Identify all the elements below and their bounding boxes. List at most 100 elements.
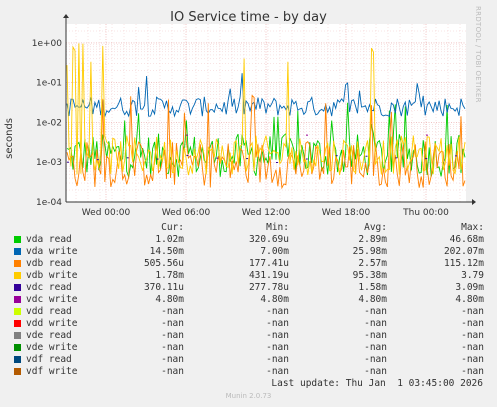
legend-series-name: vdd read <box>26 306 72 317</box>
legend-header-min: Min: <box>266 222 289 233</box>
legend-header-avg: Avg: <box>364 222 387 233</box>
legend-min: 431.19u <box>248 270 289 281</box>
last-update-text: Last update: Thu Jan 1 03:45:00 2026 <box>271 378 483 389</box>
legend-swatch <box>14 308 21 315</box>
legend-cur: -nan <box>161 306 184 317</box>
legend-swatch <box>14 260 21 267</box>
x-axis-arrow <box>472 199 476 205</box>
chart-plot: 1e-04 1e-03 1e-02 1e-01 1e+00 Wed 00:00 Wed 06… <box>32 14 476 218</box>
y-tick-label: 1e-01 <box>36 79 62 89</box>
legend-series-name: vdc write <box>26 294 78 305</box>
legend-cur: -nan <box>161 366 184 377</box>
rrdtool-credit: RRDTOOL / TOBI OETIKER <box>474 6 482 103</box>
legend-avg: -nan <box>364 318 387 329</box>
legend-row: vdb read 505.56u 177.41u 2.57m 115.12m <box>0 258 497 270</box>
legend-row: vdf read -nan -nan -nan -nan <box>0 354 497 366</box>
legend-max: 202.07m <box>443 246 484 257</box>
legend-min: 4.80m <box>260 294 289 305</box>
legend-swatch <box>14 344 21 351</box>
legend-series-name: vda read <box>26 234 72 245</box>
legend-avg: -nan <box>364 306 387 317</box>
y-tick-label: 1e-02 <box>36 118 62 128</box>
y-tick-label: 1e+00 <box>32 39 63 49</box>
legend-cur: 370.11u <box>143 282 184 293</box>
legend-min: 277.78u <box>248 282 289 293</box>
legend-min: -nan <box>266 330 289 341</box>
legend-cur: -nan <box>161 342 184 353</box>
legend-header: Cur: Min: Avg: Max: <box>0 222 497 234</box>
legend-swatch <box>14 368 21 375</box>
legend-min: 177.41u <box>248 258 289 269</box>
legend-cur: 14.50m <box>149 246 184 257</box>
legend-series-name: vdb write <box>26 270 78 281</box>
series-line-vdb-write <box>66 43 466 176</box>
legend-row: vdb write 1.78m 431.19u 95.38m 3.79 <box>0 270 497 282</box>
legend-swatch <box>14 356 21 363</box>
legend-avg: 2.57m <box>358 258 387 269</box>
legend-series-name: vdf write <box>26 366 78 377</box>
legend-avg: -nan <box>364 354 387 365</box>
legend-series-name: vdc read <box>26 282 72 293</box>
legend-avg: -nan <box>364 366 387 377</box>
x-tick-label: Wed 12:00 <box>242 208 291 218</box>
legend-swatch <box>14 296 21 303</box>
legend-header-max: Max: <box>461 222 484 233</box>
legend-avg: 2.89m <box>358 234 387 245</box>
legend-avg: 1.58m <box>358 282 387 293</box>
legend-swatch <box>14 332 21 339</box>
legend-cur: -nan <box>161 330 184 341</box>
legend-cur: 4.80m <box>155 294 184 305</box>
y-tick-label: 1e-03 <box>36 158 62 168</box>
series-line-vda-write <box>66 73 466 118</box>
legend-row: vda write 14.50m 7.00m 25.98m 202.07m <box>0 246 497 258</box>
legend-cur: 1.78m <box>155 270 184 281</box>
x-tick-label: Wed 06:00 <box>162 208 211 218</box>
legend-row: vdc write 4.80m 4.80m 4.80m 4.80m <box>0 294 497 306</box>
legend-max: 3.79 <box>461 270 484 281</box>
legend-cur: 505.56u <box>143 258 184 269</box>
legend-min: -nan <box>266 366 289 377</box>
y-tick-label: 1e-04 <box>36 198 62 208</box>
legend-max: -nan <box>461 354 484 365</box>
legend-swatch <box>14 284 21 291</box>
legend-header-cur: Cur: <box>161 222 184 233</box>
legend-series-name: vde write <box>26 342 78 353</box>
legend-max: 46.68m <box>449 234 484 245</box>
legend-max: -nan <box>461 306 484 317</box>
legend-swatch <box>14 272 21 279</box>
legend-series-name: vdf read <box>26 354 72 365</box>
generator-label: Munin 2.0.73 <box>225 392 272 400</box>
legend-min: 7.00m <box>260 246 289 257</box>
legend-swatch <box>14 320 21 327</box>
legend-series-name: vda write <box>26 246 78 257</box>
legend-avg: 25.98m <box>352 246 387 257</box>
legend-row: vde write -nan -nan -nan -nan <box>0 342 497 354</box>
legend-row: vde read -nan -nan -nan -nan <box>0 330 497 342</box>
legend-cur: -nan <box>161 354 184 365</box>
legend-max: 115.12m <box>443 258 484 269</box>
legend-row: vdd write -nan -nan -nan -nan <box>0 318 497 330</box>
legend-avg: 4.80m <box>358 294 387 305</box>
x-tick-label: Wed 18:00 <box>322 208 371 218</box>
series-line-vdb-read <box>66 94 466 190</box>
legend-row: vdc read 370.11u 277.78u 1.58m 3.09m <box>0 282 497 294</box>
legend-min: 320.69u <box>248 234 289 245</box>
legend-cur: 1.02m <box>155 234 184 245</box>
legend-max: -nan <box>461 342 484 353</box>
legend-max: 3.09m <box>455 282 484 293</box>
x-tick-label: Wed 00:00 <box>82 208 131 218</box>
legend-series-name: vdb read <box>26 258 72 269</box>
x-tick-label: Thu 00:00 <box>402 208 449 218</box>
legend-min: -nan <box>266 342 289 353</box>
legend-min: -nan <box>266 318 289 329</box>
legend-avg: 95.38m <box>352 270 387 281</box>
legend-cur: -nan <box>161 318 184 329</box>
legend-max: 4.80m <box>455 294 484 305</box>
legend-row: vdf write -nan -nan -nan -nan <box>0 366 497 378</box>
legend-row: vda read 1.02m 320.69u 2.89m 46.68m <box>0 234 497 246</box>
legend-min: -nan <box>266 354 289 365</box>
legend-max: -nan <box>461 318 484 329</box>
chart-title: IO Service time - by day <box>170 10 327 25</box>
legend-series-name: vde read <box>26 330 72 341</box>
legend-row: vdd read -nan -nan -nan -nan <box>0 306 497 318</box>
